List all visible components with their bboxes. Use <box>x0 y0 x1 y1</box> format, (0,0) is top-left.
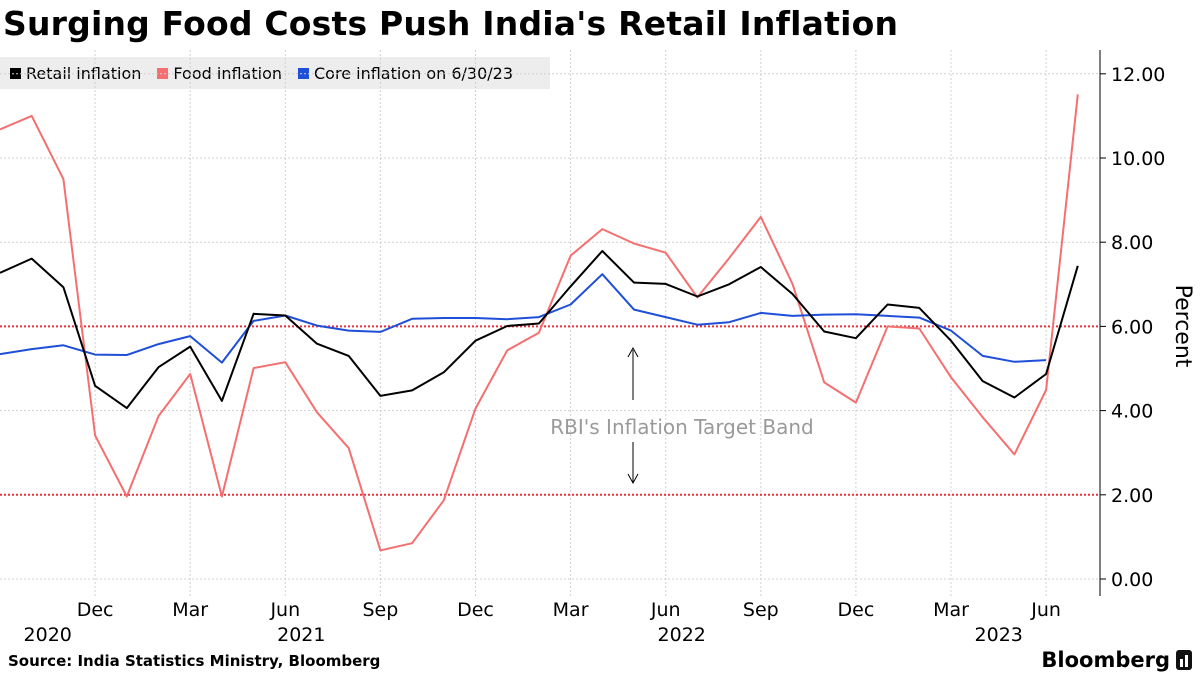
legend-label-core: Core inflation on 6/30/23 <box>314 63 514 83</box>
legend-item-retail: Retail inflation <box>10 64 141 83</box>
x-tick-label: Sep <box>362 599 398 621</box>
x-tick-label: Mar <box>933 599 969 621</box>
chart-title: Surging Food Costs Push India's Retail I… <box>3 4 899 43</box>
y-tick-label: 4.00 <box>1111 401 1153 423</box>
x-tick-label: Jun <box>650 599 681 621</box>
brand-name: Bloomberg <box>1041 648 1170 672</box>
y-tick-label: 6.00 <box>1111 316 1153 338</box>
legend-swatch-core <box>298 67 309 79</box>
legend-swatch-food <box>157 67 169 79</box>
legend: Retail inflation Food inflation Core inf… <box>0 57 550 89</box>
y-tick-label: 0.00 <box>1111 569 1153 591</box>
x-tick-label: Jun <box>1030 599 1061 621</box>
x-tick-label: Mar <box>553 599 589 621</box>
x-tick-label: Dec <box>77 599 114 621</box>
y-tick-label: 8.00 <box>1111 232 1153 254</box>
band-arrow-up-head <box>627 346 639 358</box>
x-tick-label: Dec <box>838 599 875 621</box>
y-axis-label: Percent <box>1170 285 1195 368</box>
series-line-food-inflation <box>0 94 1079 552</box>
source-note: Source: India Statistics Ministry, Bloom… <box>8 652 381 670</box>
x-tick-label: Mar <box>172 599 208 621</box>
legend-label-retail: Retail inflation <box>26 63 142 83</box>
x-tick-label: Jun <box>269 599 300 621</box>
legend-label-food: Food inflation <box>173 63 282 83</box>
band-annotation: RBI's Inflation Target Band <box>550 415 813 439</box>
legend-item-food: Food inflation <box>157 64 282 83</box>
y-tick-label: 2.00 <box>1111 485 1153 507</box>
x-year-label: 2022 <box>658 624 706 646</box>
y-tick-label: 12.00 <box>1111 64 1165 86</box>
x-year-label: 2021 <box>277 624 325 646</box>
x-tick-label: Dec <box>457 599 494 621</box>
bloomberg-icon <box>1176 650 1192 670</box>
brand-logo: Bloomberg <box>1041 648 1192 672</box>
x-year-label: 2023 <box>975 624 1023 646</box>
y-tick-label: 10.00 <box>1111 148 1165 170</box>
legend-swatch-retail <box>10 67 21 79</box>
x-tick-label: Sep <box>743 599 779 621</box>
band-arrow-down-head <box>627 473 639 485</box>
series-line-retail-inflation <box>0 250 1079 410</box>
series-line-core-inflation-on- <box>0 273 1047 364</box>
legend-item-core: Core inflation on 6/30/23 <box>298 64 513 83</box>
x-year-label: 2020 <box>24 624 72 646</box>
